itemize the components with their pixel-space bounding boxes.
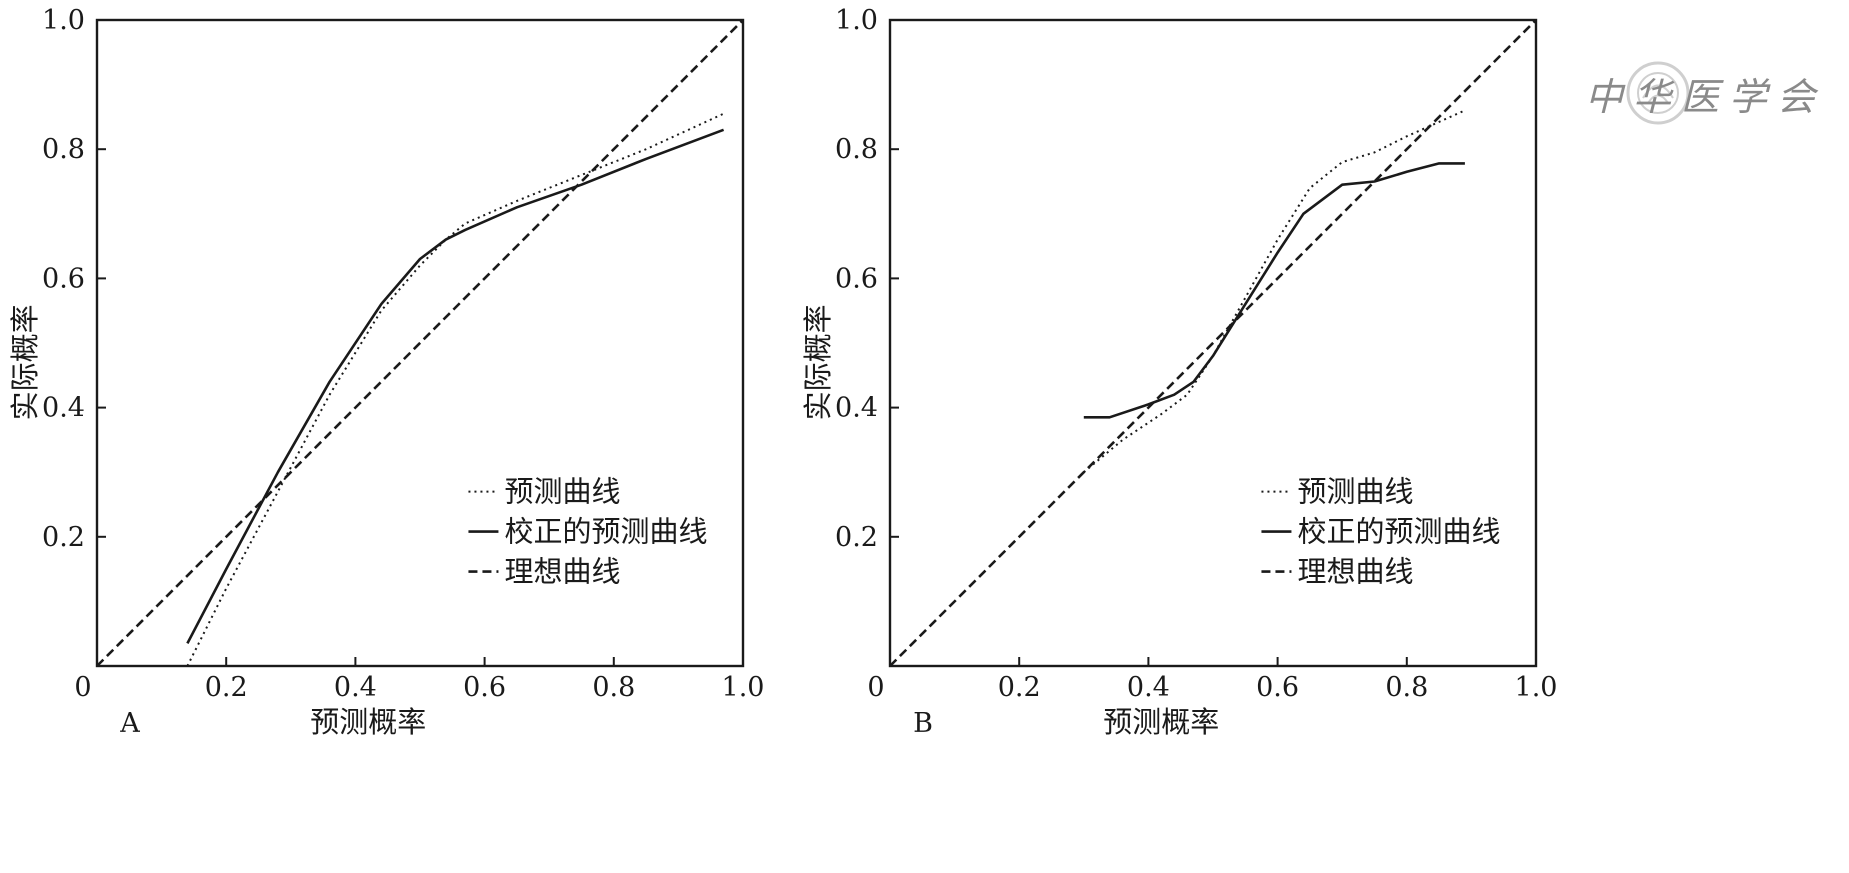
y-axis-title: 实际概率 (8, 304, 42, 420)
legend-label: 理想曲线 (1297, 555, 1413, 589)
x-tick-label: 0.4 (1127, 672, 1170, 703)
plot-frame-a (95, 18, 745, 668)
watermark-text: 中华医学会 (1585, 75, 1826, 119)
y-tick-label: 1.0 (42, 5, 85, 36)
y-tick-label: 0.8 (835, 134, 878, 165)
y-tick-label: 0.8 (42, 134, 85, 165)
x-axis-title: 预测概率 (1103, 705, 1219, 739)
series-line-dotted (1083, 109, 1466, 473)
y-tick-label: 0.4 (42, 393, 85, 424)
panel-a: 0 0.2 0.4 0.6 0.8 1.0 0.2 0.4 0.6 0.8 1.0 预测曲线校正的预测… (8, 5, 764, 739)
legend-label: 校正的预测曲线 (504, 515, 707, 549)
x-tick-label: 0.8 (1385, 672, 1428, 703)
x-tick-label: 0 (867, 672, 884, 703)
x-axis-title: 预测概率 (310, 705, 426, 739)
x-tick-label: 0.6 (1256, 672, 1299, 703)
series-line-solid (186, 128, 725, 645)
x-tick-label: 0.6 (463, 672, 506, 703)
legend-label: 预测曲线 (1297, 475, 1413, 509)
x-tick-label: 0.4 (334, 672, 377, 703)
y-tick-label: 0.4 (835, 393, 878, 424)
x-tick-label: 0.2 (998, 672, 1041, 703)
series-line-solid (1083, 162, 1465, 419)
y-tick-label: 0.2 (835, 522, 878, 553)
series-line-dotted (186, 112, 725, 667)
y-axis-title: 实际概率 (801, 304, 835, 420)
y-tick-label: 0.6 (835, 263, 878, 294)
plot-frame-b (888, 18, 1538, 668)
y-tick-label: 0.6 (42, 263, 85, 294)
legend-label: 理想曲线 (504, 555, 620, 589)
y-tick-label: 1.0 (835, 5, 878, 36)
x-tick-label: 1.0 (722, 672, 765, 703)
x-tick-label: 0 (74, 672, 91, 703)
legend-label: 校正的预测曲线 (1297, 515, 1500, 549)
panel-letter: A (119, 708, 140, 739)
x-tick-label: 1.0 (1515, 672, 1558, 703)
y-tick-label: 0.2 (42, 522, 85, 553)
series-line-dashed (889, 19, 1537, 667)
x-tick-label: 0.8 (592, 672, 635, 703)
x-tick-label: 0.2 (205, 672, 248, 703)
watermark-seal-icon (1626, 61, 1690, 125)
legend-label: 预测曲线 (504, 475, 620, 509)
panel-letter: B (913, 708, 933, 739)
series-line-dashed (96, 19, 744, 667)
panel-b: 0 0.2 0.4 0.6 0.8 1.0 0.2 0.4 0.6 0.8 1.0 预测曲线校正的预测… (801, 5, 1557, 739)
